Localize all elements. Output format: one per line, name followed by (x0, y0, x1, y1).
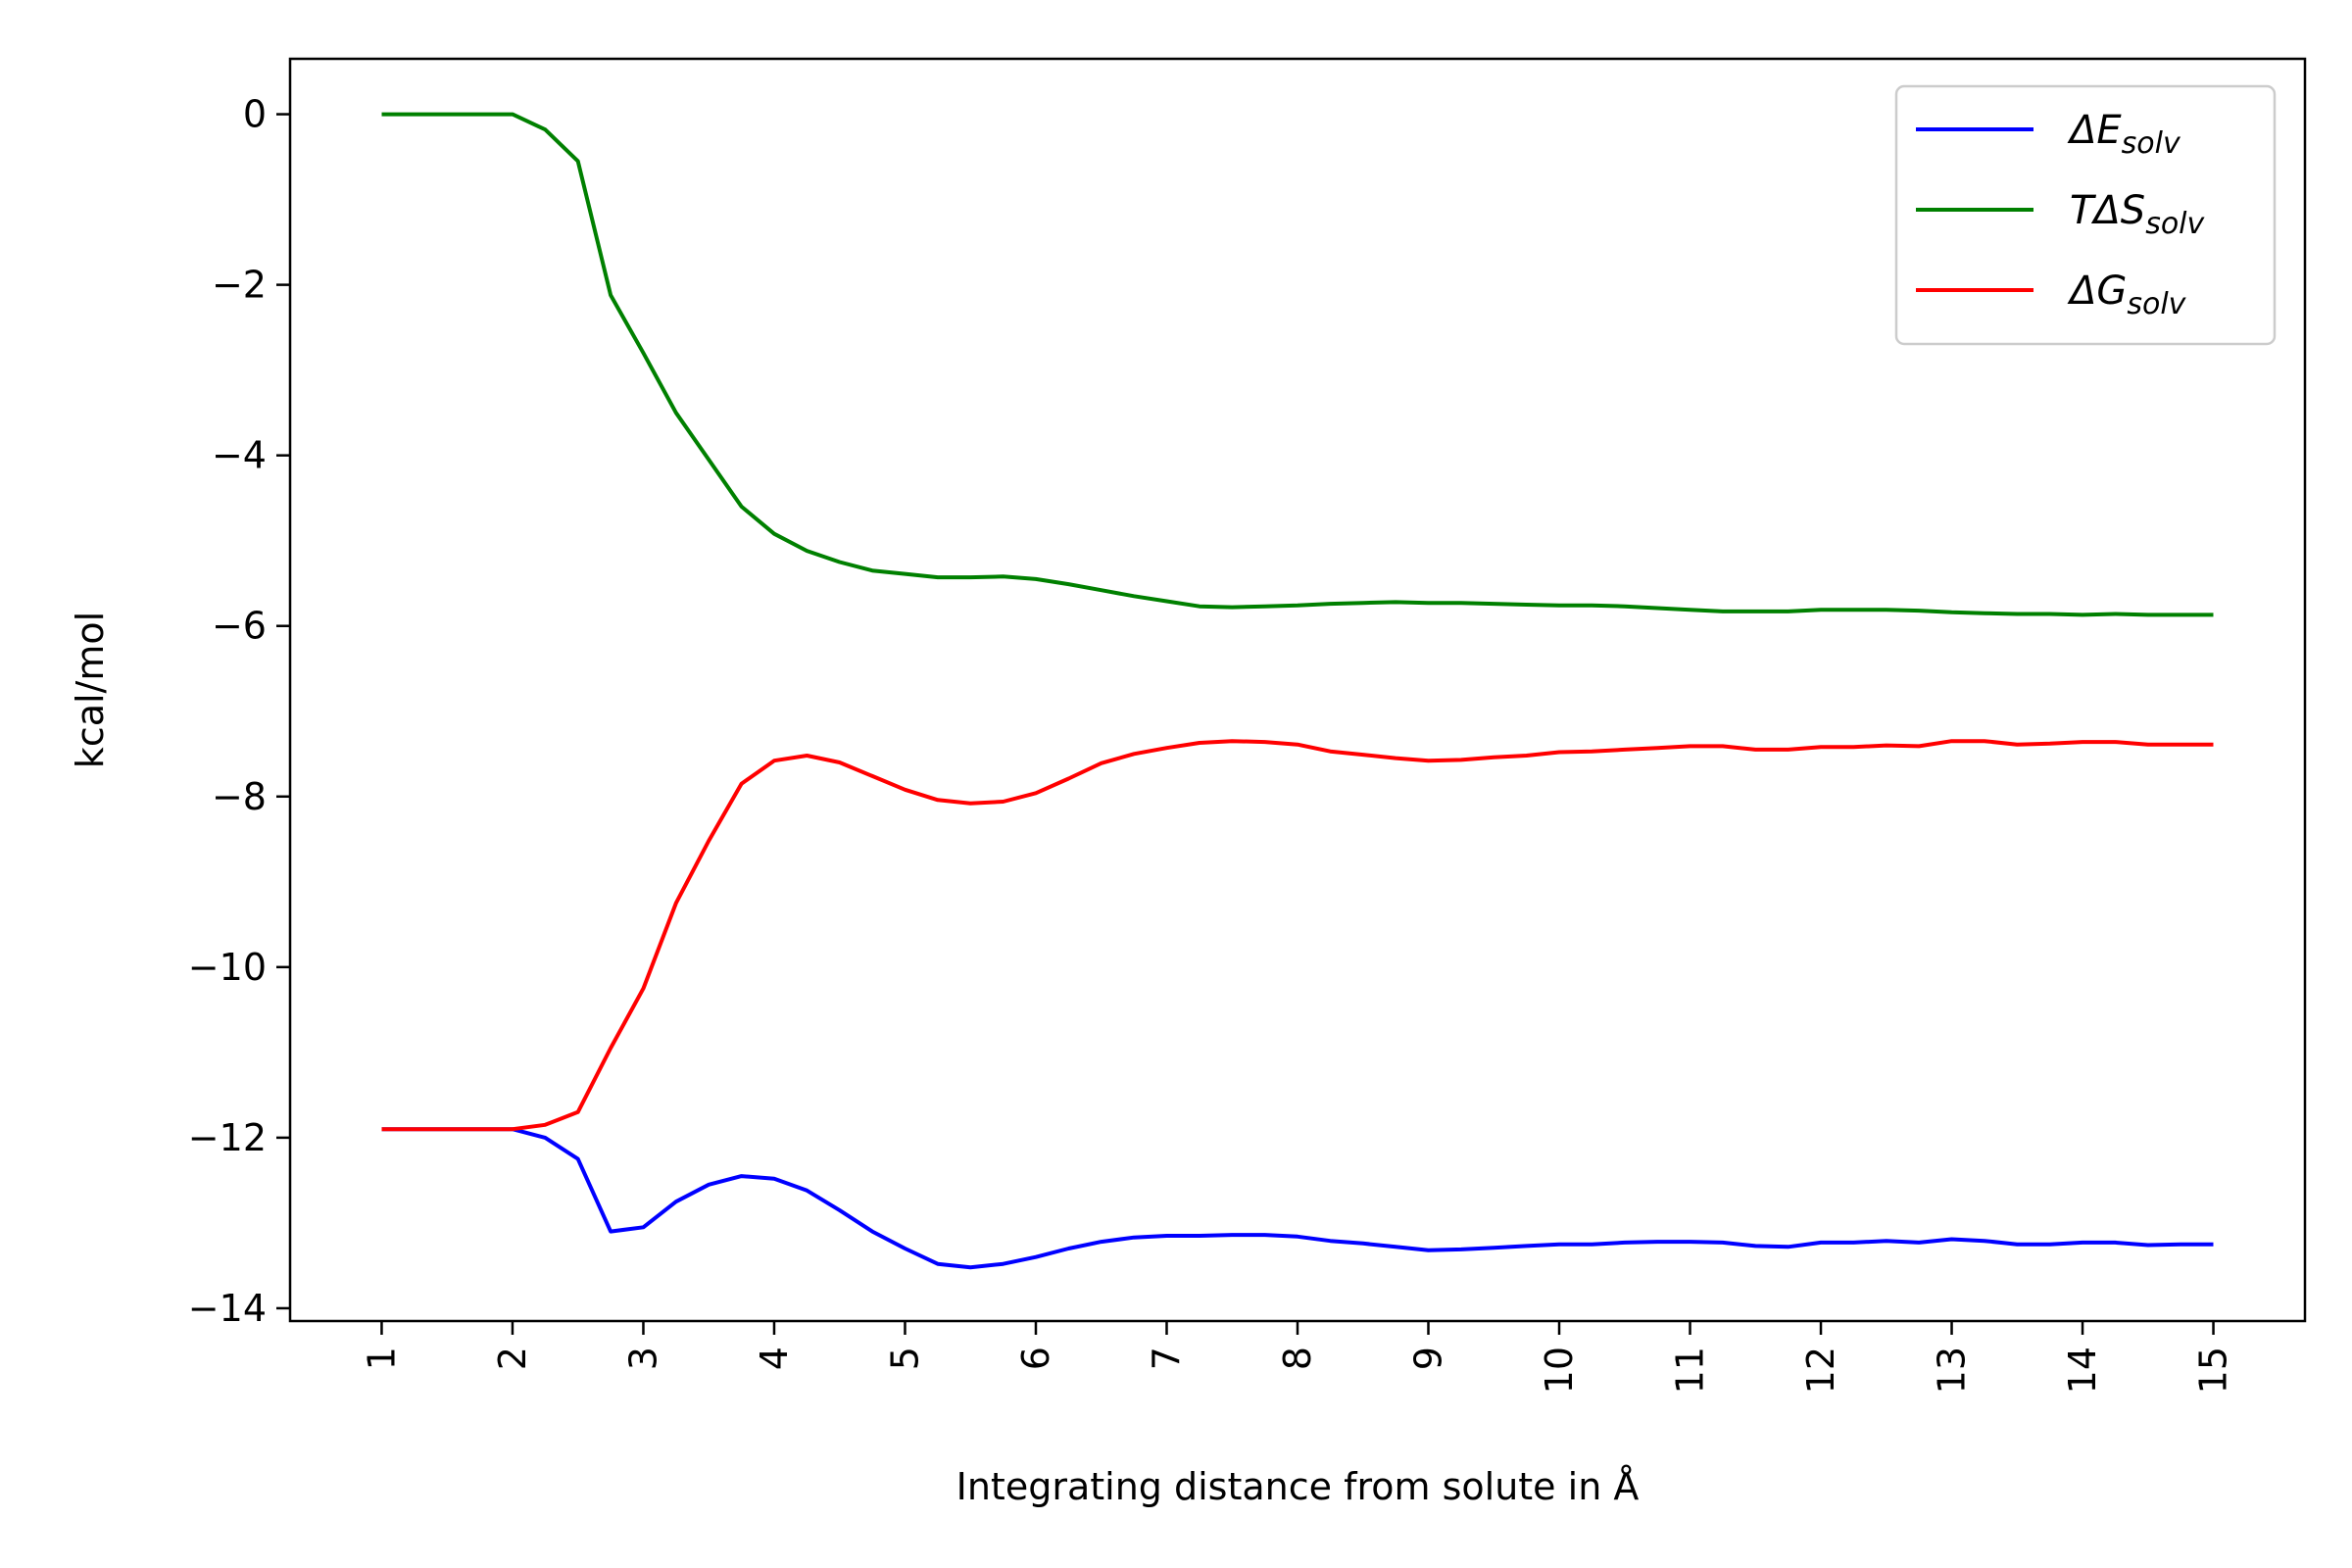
legend-entry-subscript: solv (2127, 287, 2186, 321)
y-tick-label: −2 (212, 264, 267, 307)
x-tick-label: 1 (360, 1347, 403, 1370)
x-tick-label: 4 (753, 1347, 796, 1370)
legend-box (1894, 84, 2277, 346)
x-tick-label: 5 (883, 1347, 926, 1370)
x-tick-label: 10 (1538, 1347, 1581, 1394)
x-tick-label: 9 (1407, 1347, 1450, 1370)
y-tick-label: −10 (188, 946, 267, 989)
x-tick-label: 6 (1014, 1347, 1057, 1370)
x-tick-label: 3 (621, 1347, 664, 1370)
y-tick-label: −8 (212, 775, 267, 818)
x-tick-label: 2 (491, 1347, 534, 1370)
axis-ticks: 1 2 3 4 5 6 7 8 9 10 11 12 13 14 150−2−4−6−8−10−12−14 (188, 93, 2235, 1395)
series-line-1 (381, 112, 2214, 617)
x-tick-label: 12 (1799, 1347, 1842, 1394)
y-tick-label: −14 (188, 1287, 267, 1330)
x-tick-label: 13 (1931, 1347, 1974, 1394)
series-line-2 (381, 739, 2214, 1132)
x-tick-label: 15 (2192, 1347, 2235, 1394)
x-tick-label: 11 (1669, 1347, 1712, 1394)
legend-entry-1: TΔSsolv (2070, 188, 2206, 241)
x-tick-label: 8 (1276, 1347, 1319, 1370)
legend-entry-main: TΔS (2070, 188, 2145, 233)
x-tick-label: 7 (1145, 1347, 1188, 1370)
legend-entry-subscript: solv (2122, 126, 2181, 161)
y-tick-label: 0 (243, 93, 267, 136)
y-tick-label: −12 (188, 1116, 267, 1159)
series-line-0 (381, 1127, 2214, 1270)
y-axis-label: kcal/mol (69, 612, 112, 768)
x-tick-label: 14 (2061, 1347, 2104, 1394)
legend-entry-subscript: solv (2145, 207, 2205, 241)
series-layer (381, 112, 2214, 1270)
x-axis-label: Integrating distance from solute in Å (956, 1465, 1640, 1508)
legend-entry-main: ΔG (2067, 269, 2127, 314)
legend-entry-main: ΔE (2067, 108, 2122, 153)
legend-entry-2: ΔGsolv (2067, 269, 2187, 321)
y-tick-label: −4 (212, 434, 267, 477)
y-tick-label: −6 (212, 605, 267, 648)
legend-entry-0: ΔEsolv (2067, 108, 2181, 161)
